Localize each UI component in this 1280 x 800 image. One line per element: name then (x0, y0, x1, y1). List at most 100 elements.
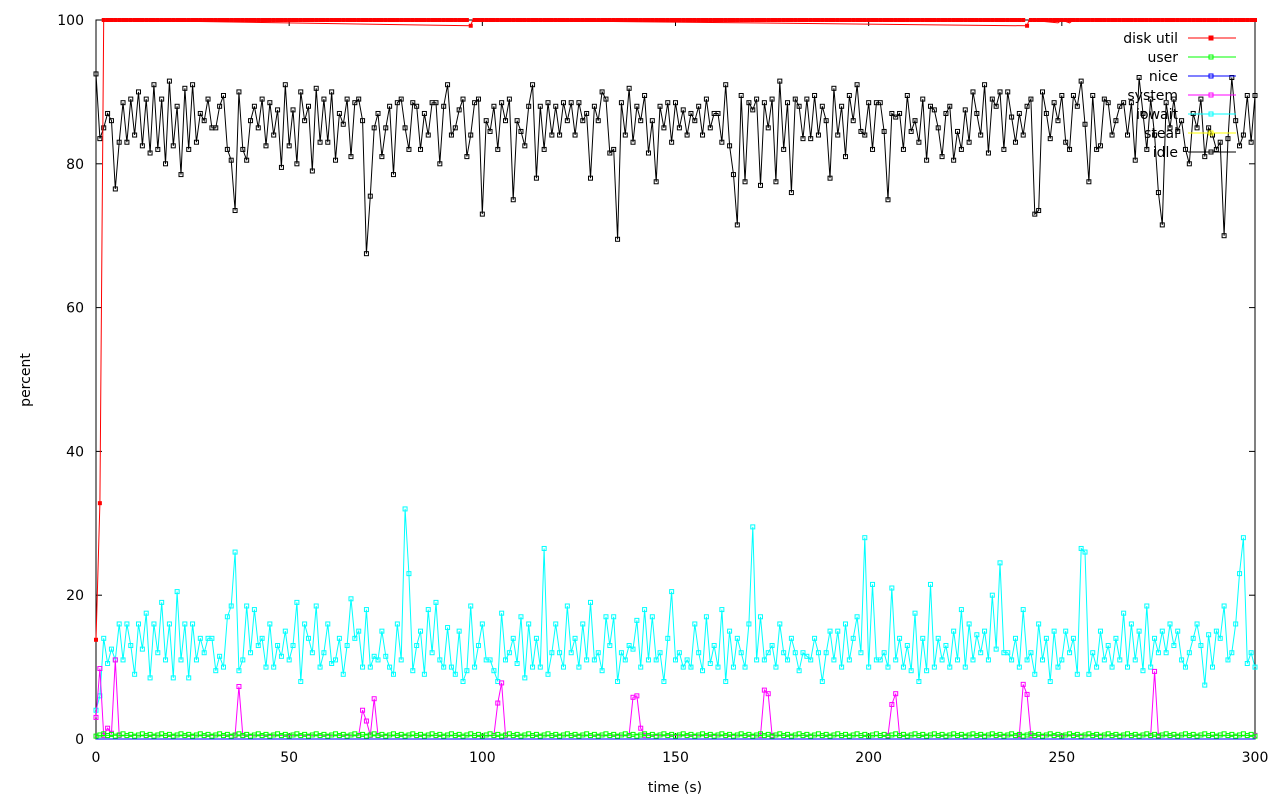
data-point (105, 110, 111, 116)
data-point (240, 18, 245, 22)
data-point (538, 18, 543, 22)
data-point (645, 150, 651, 156)
data-point (298, 18, 303, 22)
data-point (1240, 535, 1246, 541)
data-point (754, 18, 759, 22)
data-point (645, 657, 651, 663)
data-point (684, 657, 690, 663)
data-point (889, 701, 895, 707)
data-point (202, 18, 207, 22)
x-tick-label: 250 (1048, 750, 1075, 766)
data-point (978, 132, 984, 138)
data-point (174, 103, 180, 109)
data-point (607, 150, 613, 156)
data-point (395, 18, 400, 22)
data-point (244, 603, 250, 609)
data-point (800, 136, 806, 142)
data-point (155, 146, 161, 152)
data-point (155, 18, 160, 22)
data-point (788, 190, 794, 196)
data-point (406, 146, 412, 152)
data-point (959, 18, 964, 22)
data-point (1229, 650, 1235, 656)
data-point (93, 71, 99, 77)
data-point (510, 197, 516, 203)
data-point (989, 96, 995, 102)
data-point (244, 157, 250, 163)
data-point (634, 617, 640, 623)
data-point (1113, 18, 1118, 22)
data-point (286, 657, 292, 663)
data-point (792, 650, 798, 656)
data-point (958, 146, 964, 152)
data-point (966, 139, 972, 145)
data-point (630, 139, 636, 145)
data-point (588, 18, 593, 22)
data-point (839, 103, 845, 109)
data-point (955, 657, 961, 663)
data-point (746, 100, 752, 106)
data-point (1132, 657, 1138, 663)
data-point (978, 18, 983, 22)
data-point (116, 621, 122, 627)
data-point (406, 18, 411, 22)
data-point (1009, 18, 1014, 22)
data-point (457, 18, 462, 22)
data-point (680, 664, 686, 670)
data-point (209, 18, 214, 22)
data-point (1078, 78, 1084, 84)
data-point (190, 82, 196, 88)
data-point (228, 157, 234, 163)
data-point (503, 18, 508, 22)
data-point (997, 560, 1003, 566)
data-point (692, 118, 698, 124)
data-point (464, 668, 470, 674)
data-point (847, 18, 852, 22)
data-point (534, 18, 539, 22)
data-point (1190, 635, 1196, 641)
data-point (541, 545, 547, 551)
data-point (205, 96, 211, 102)
data-point (468, 132, 474, 138)
data-point (615, 236, 621, 242)
data-point (537, 103, 543, 109)
data-point (348, 18, 353, 22)
data-point (1086, 18, 1091, 22)
data-point (1109, 664, 1115, 670)
data-point (862, 535, 868, 541)
data-point (630, 646, 636, 652)
data-point (1237, 18, 1242, 22)
data-point (796, 668, 802, 674)
data-point (730, 664, 736, 670)
data-point (712, 18, 717, 22)
data-point (410, 18, 415, 22)
data-point (657, 103, 663, 109)
data-point (406, 571, 412, 577)
legend-label: steal (1144, 126, 1178, 142)
data-point (797, 18, 802, 22)
data-point (1198, 643, 1204, 649)
data-point (1051, 628, 1057, 634)
data-point (1032, 211, 1038, 217)
data-point (124, 139, 130, 145)
data-point (603, 614, 609, 620)
data-point (383, 653, 389, 659)
data-point (576, 100, 582, 106)
data-point (804, 653, 810, 659)
data-point (866, 18, 871, 22)
data-point (101, 125, 107, 131)
data-point (615, 678, 621, 684)
data-point (159, 96, 165, 102)
data-point (341, 18, 346, 22)
data-point (375, 110, 381, 116)
data-point (251, 103, 257, 109)
data-point (727, 143, 733, 149)
data-point (503, 657, 509, 663)
data-point (1222, 18, 1227, 22)
data-point (522, 675, 528, 681)
data-point (600, 18, 605, 22)
data-point (1125, 18, 1130, 22)
data-point (553, 18, 558, 22)
data-point (927, 103, 933, 109)
data-point (560, 664, 566, 670)
